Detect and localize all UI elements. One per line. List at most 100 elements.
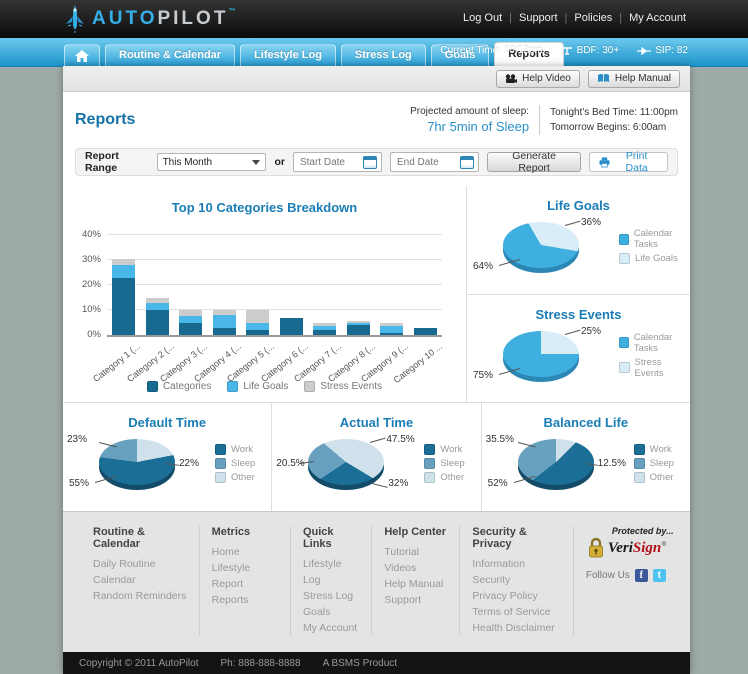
tab-reports[interactable]: Reports (494, 42, 564, 66)
separator: | (564, 12, 568, 24)
bar-segment-categories (145, 310, 169, 335)
bar-segment-categories (346, 325, 370, 335)
pie-graphic (308, 439, 385, 485)
facebook-icon[interactable]: f (634, 569, 648, 582)
verisign-column: Protected by... VeriSign® Follow Us f t (572, 526, 680, 636)
callout-line (564, 220, 581, 226)
legend-label: Calendar Tasks (633, 331, 673, 354)
bar-column (145, 235, 169, 335)
legend-label: Sleep (649, 457, 674, 469)
calendar-icon[interactable] (459, 155, 474, 169)
bar-segment-stress-events (145, 297, 169, 303)
footer-link-health-disclaimer[interactable]: Health Disclaimer (472, 622, 555, 634)
life-goals-section: Life Goals 36% 64% Calendar Tasks Life Goals (467, 186, 690, 295)
callout-label: 12.5% (597, 458, 627, 469)
legend-item-work: Work (633, 443, 674, 455)
footer-link-my-account[interactable]: My Account (302, 622, 358, 634)
pie-title-stress-events: Stress Events (535, 307, 622, 322)
legend-item-other: Other (424, 471, 464, 483)
printer-icon (599, 156, 610, 167)
footer-link-stress-log[interactable]: Stress Log (302, 590, 354, 602)
legend-label: Stress Events (320, 381, 383, 392)
tab-routine-calendar[interactable]: Routine & Calendar (105, 44, 236, 66)
footer-column-security-privacy: Security & Privacy Information Security Pr… (459, 526, 573, 636)
pie-legend: Calendar Tasks Life Goals (619, 228, 690, 264)
legend-label: Work (231, 443, 253, 455)
footer-link-help-manual[interactable]: Help Manual (384, 578, 444, 590)
print-data-button[interactable]: Print Data (589, 150, 669, 174)
footer-link-calendar[interactable]: Calendar (93, 574, 136, 586)
footer-link-tutorial-videos[interactable]: Tutorial Videos (384, 546, 419, 574)
gridline (107, 234, 442, 235)
footer-column-quick-links: Quick Links Lifestyle Log Stress Log Goals M… (289, 526, 371, 636)
callout-label: 20.5% (276, 458, 305, 469)
header-link-log-out[interactable]: Log Out (462, 12, 503, 24)
legend-item-other: Other (633, 471, 674, 483)
legend-item-stress-events: Stress Events (619, 357, 690, 379)
legend-item-sleep: Sleep (633, 457, 674, 469)
separator: | (509, 12, 512, 24)
pie-balanced-life: 35.5% 12.5% 52% (486, 432, 632, 494)
main-nav: Routine & Calendar Lifestyle Log Stress Lo… (0, 38, 748, 67)
footer-link-home[interactable]: Home (211, 546, 240, 558)
tab-lifestyle-log[interactable]: Lifestyle Log (240, 44, 336, 66)
bar-segment-categories (279, 317, 303, 335)
footer-link-privacy-policy[interactable]: Privacy Policy (472, 590, 538, 602)
pie-legend: Work Sleep Other (424, 443, 465, 483)
generate-report-button[interactable]: Generate Report (486, 150, 582, 174)
footer-column-routine-calendar: Routine & Calendar Daily Routine Calendar R… (81, 526, 199, 636)
footer-link-lifestyle-log[interactable]: Lifestyle Log (302, 558, 342, 586)
callout-label: 35.5% (485, 434, 515, 445)
footer-link-daily-routine[interactable]: Daily Routine (93, 558, 156, 570)
tab-home[interactable] (64, 44, 100, 66)
legend-item-sleep: Sleep (424, 457, 465, 469)
bar-segment-life-goals (212, 315, 236, 328)
rocket-icon (66, 5, 84, 33)
footer-link-support[interactable]: Support (384, 594, 422, 606)
footer-link-information-security[interactable]: Information Security (472, 558, 525, 586)
footer-link-random-reminders[interactable]: Random Reminders (93, 590, 187, 602)
legend-swatch (146, 381, 158, 392)
legend-label: Work (649, 443, 672, 455)
header-link-my-account[interactable]: My Account (629, 12, 686, 24)
projected-sleep: Projected amount of sleep: 7hr 5min of S… (410, 106, 530, 134)
legend-swatch (215, 443, 226, 455)
pie-legend: Work Sleep Other (215, 443, 255, 483)
legend-swatch (304, 381, 316, 392)
footer: Routine & Calendar Daily Routine Calendar R… (63, 511, 690, 652)
header-link-policies[interactable]: Policies (574, 12, 613, 24)
header-link-support[interactable]: Support (518, 12, 558, 24)
footer-link-goals[interactable]: Goals (302, 606, 331, 618)
bar-column (380, 235, 404, 335)
footer-link-terms-of-service[interactable]: Terms of Service (472, 606, 551, 618)
legend-label: Work (440, 443, 463, 455)
help-video-button[interactable]: Help Video (496, 69, 580, 88)
help-manual-button[interactable]: Help Manual (587, 69, 680, 88)
end-date-input[interactable] (394, 155, 457, 169)
tab-stress-log[interactable]: Stress Log (340, 44, 426, 66)
footer-link-lifestyle-report[interactable]: Lifestyle Report (211, 562, 251, 590)
start-date-input[interactable] (297, 155, 360, 169)
bar-segment-life-goals (179, 316, 203, 323)
bar-column (246, 235, 270, 335)
callout-label: 64% (473, 261, 494, 272)
nav-tabs: Routine & Calendar Lifestyle Log Stress Lo… (64, 42, 564, 66)
bar-plot-wrap: 0% 10% 20% 30% 40% Category 1 (... Category 2 … (82, 229, 444, 385)
footer-column-help-center: Help Center Tutorial Videos Help Manual Sup… (371, 526, 459, 636)
y-tick-label: 10% (81, 304, 101, 315)
legend-label: Other (649, 471, 674, 483)
bar-segment-stress-events (313, 322, 337, 327)
range-select[interactable]: This Month (156, 153, 267, 171)
bar-segment-stress-events (179, 310, 203, 317)
footer-link-reports[interactable]: Reports (211, 594, 249, 606)
legend-swatch (633, 471, 645, 483)
calendar-icon[interactable] (362, 155, 377, 169)
footer-columns: Routine & Calendar Daily Routine Calendar R… (81, 526, 573, 636)
twitter-icon[interactable]: t (652, 569, 666, 582)
legend-item-stress-events: Stress Events (304, 381, 382, 392)
bar-segment-stress-events (246, 310, 270, 323)
bar-segment-life-goals (246, 322, 270, 330)
pie-life-goals: 36% 64% (471, 215, 617, 277)
bar-column (279, 235, 303, 335)
tab-goals[interactable]: Goals (430, 44, 490, 66)
